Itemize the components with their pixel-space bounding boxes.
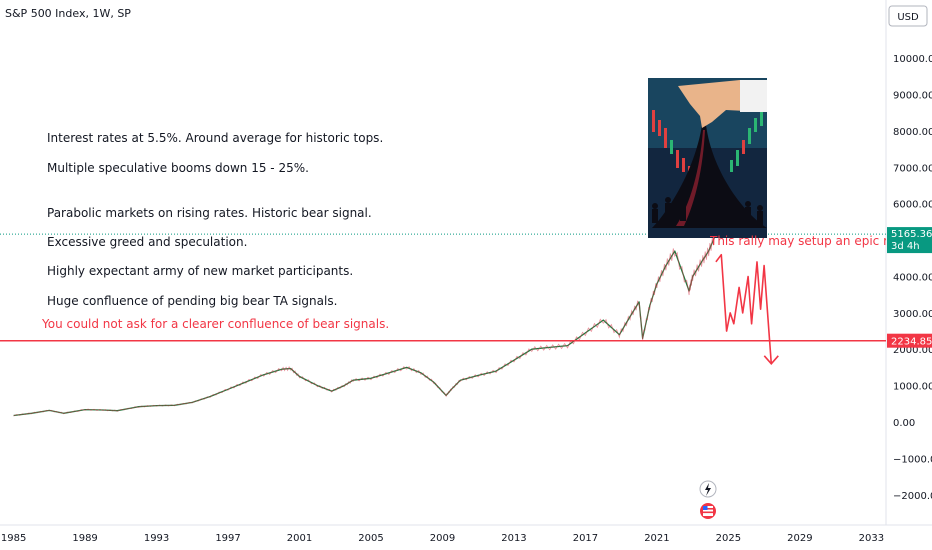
series-layer — [13, 231, 779, 417]
support-level-badge-bg — [887, 333, 932, 348]
x-tick-label: 1989 — [72, 533, 97, 544]
illustration-sleeve — [740, 80, 767, 112]
price-axis[interactable] — [886, 0, 932, 550]
support-level-value: 2234.85 — [891, 337, 932, 348]
currency-button-label: USD — [897, 12, 919, 23]
x-tick-label: 2025 — [716, 533, 741, 544]
last-price-value: 5165.36 — [891, 229, 932, 240]
currency-button[interactable]: USD — [888, 5, 928, 27]
lightning-icon — [705, 483, 711, 496]
y-tick-label: −1000.00 — [893, 454, 932, 465]
rug-pull-illustration — [648, 78, 767, 238]
event-flag-marker[interactable] — [700, 503, 716, 519]
us-flag-stripe — [703, 508, 713, 510]
illustration-rug-fold — [676, 130, 705, 226]
y-tick-label: 3000.00 — [893, 309, 932, 320]
y-tick-label: 1000.00 — [893, 382, 932, 393]
illustration-figures — [652, 197, 763, 225]
note-new-participants: Highly expectant army of new market part… — [47, 264, 353, 278]
x-axis-ticks: 1985 1989 1993 1997 2001 2005 2009 2013 2017 2021… — [1, 533, 884, 544]
x-tick-label: 2001 — [287, 533, 312, 544]
y-tick-label: 9000.00 — [893, 91, 932, 102]
note-bear-confluence: You could not ask for a clearer confluen… — [41, 317, 389, 331]
note-parabolic-markets: Parabolic markets on rising rates. Histo… — [47, 206, 372, 220]
last-price-countdown: 3d 4h — [891, 241, 920, 252]
note-speculative-booms: Multiple speculative booms down 15 - 25%… — [47, 161, 309, 175]
x-tick-label: 2013 — [501, 533, 526, 544]
y-tick-label: 8000.00 — [893, 127, 932, 138]
y-tick-label: 4000.00 — [893, 272, 932, 283]
x-tick-label: 2033 — [859, 533, 884, 544]
note-ta-signals: Huge confluence of pending big bear TA s… — [47, 294, 337, 308]
x-tick-label: 2029 — [787, 533, 812, 544]
x-tick-label: 2021 — [644, 533, 669, 544]
y-tick-label: 2000.00 — [893, 345, 932, 356]
y-tick-label: −2000.00 — [893, 491, 932, 502]
illustration-candles — [652, 110, 763, 182]
rug-pull-note-clip: This rally may setup an epic rug pull — [709, 234, 929, 248]
y-tick-label: 7000.00 — [893, 163, 932, 174]
x-tick-label: 2009 — [430, 533, 455, 544]
x-tick-label: 1985 — [1, 533, 26, 544]
y-tick-label: 10000.00 — [893, 54, 932, 65]
y-tick-label: 6000.00 — [893, 200, 932, 211]
us-flag-icon — [703, 506, 713, 516]
x-tick-label: 2005 — [358, 533, 383, 544]
note-greed: Excessive greed and speculation. — [47, 235, 247, 249]
note-interest-rates: Interest rates at 5.5%. Around average f… — [47, 131, 383, 145]
projection-arrowhead — [763, 355, 779, 366]
x-tick-label: 1997 — [215, 533, 240, 544]
y-tick-label: 0.00 — [893, 418, 915, 429]
us-flag-canton — [703, 506, 708, 510]
x-tick-label: 1993 — [144, 533, 169, 544]
note-rug-pull: This rally may setup an epic rug pull — [709, 234, 929, 248]
currency-button-frame[interactable] — [888, 5, 928, 27]
event-flash-marker[interactable] — [699, 480, 717, 498]
x-tick-label: 2017 — [573, 533, 598, 544]
projection-line[interactable] — [715, 253, 773, 364]
last-price-badge: 5165.36 3d 4h — [887, 227, 932, 254]
us-flag-stripe — [703, 511, 713, 514]
symbol-title: S&P 500 Index, 1W, SP — [5, 7, 131, 20]
last-price-badge-bg — [887, 227, 932, 254]
support-level-badge: 2234.85 — [887, 333, 932, 348]
price-series-noise — [13, 231, 717, 417]
